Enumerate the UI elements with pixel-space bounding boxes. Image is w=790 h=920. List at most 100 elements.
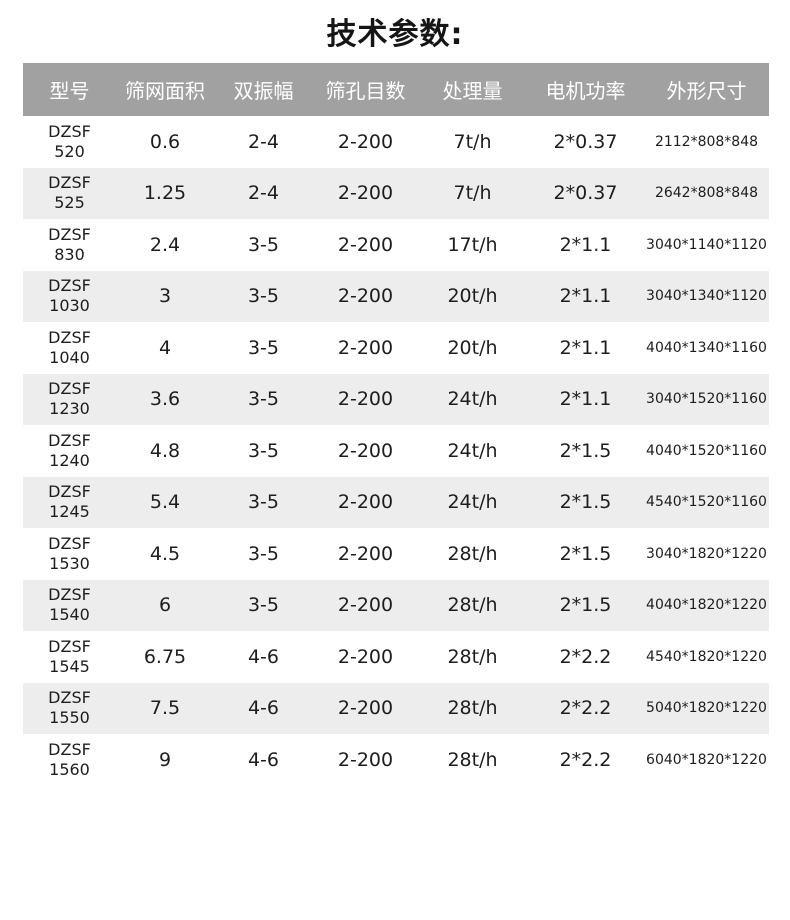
mesh-count-cell: 2-200 [313,373,418,425]
model-cell: DZSF 1240 [23,425,116,477]
model-label: DZSF 1540 [48,585,91,625]
table-row: DZSF 1230 3.6 3-5 2-200 24t/h 2*1.1 3040… [23,373,769,425]
dimensions-cell: 4040*1520*1160 [644,425,769,477]
amplitude-cell: 4-6 [214,682,313,734]
dimensions-cell: 3040*1140*1120 [644,219,769,271]
table-row: DZSF 830 2.4 3-5 2-200 17t/h 2*1.1 3040*… [23,219,769,271]
mesh-count-cell: 2-200 [313,682,418,734]
column-header: 电机功率 [527,63,644,116]
model-cell: DZSF 1030 [23,270,116,322]
table-row: DZSF 1560 9 4-6 2-200 28t/h 2*2.2 6040*1… [23,734,769,786]
amplitude-cell: 2-4 [214,167,313,219]
mesh-count-cell: 2-200 [313,631,418,683]
mesh-count-cell: 2-200 [313,579,418,631]
model-cell: DZSF 1040 [23,322,116,374]
motor-power-cell: 2*1.5 [527,425,644,477]
model-cell: DZSF 1530 [23,528,116,580]
amplitude-cell: 3-5 [214,219,313,271]
table-row: DZSF 1240 4.8 3-5 2-200 24t/h 2*1.5 4040… [23,425,769,477]
screen-area-cell: 3.6 [116,373,214,425]
dimensions-cell: 2112*808*848 [644,116,769,168]
model-label: DZSF 1560 [48,739,91,779]
screen-area-cell: 2.4 [116,219,214,271]
model-cell: DZSF 525 [23,167,116,219]
model-label: DZSF 1530 [48,533,91,573]
column-header: 处理量 [418,63,527,116]
table-head: 型号 筛网面积 双振幅 筛孔目数 处理量 电机功率 外形尺寸 [23,63,769,116]
screen-area-cell: 5.4 [116,476,214,528]
screen-area-cell: 7.5 [116,682,214,734]
model-cell: DZSF 1245 [23,476,116,528]
table-header-row: 型号 筛网面积 双振幅 筛孔目数 处理量 电机功率 外形尺寸 [23,63,769,116]
amplitude-cell: 3-5 [214,373,313,425]
dimensions-cell: 6040*1820*1220 [644,734,769,786]
model-cell: DZSF 1540 [23,579,116,631]
table-row: DZSF 520 0.6 2-4 2-200 7t/h 2*0.37 2112*… [23,116,769,168]
motor-power-cell: 2*2.2 [527,682,644,734]
capacity-cell: 24t/h [418,425,527,477]
screen-area-cell: 4 [116,322,214,374]
motor-power-cell: 2*2.2 [527,631,644,683]
column-header: 双振幅 [214,63,313,116]
motor-power-cell: 2*1.1 [527,270,644,322]
mesh-count-cell: 2-200 [313,270,418,322]
dimensions-cell: 3040*1520*1160 [644,373,769,425]
model-cell: DZSF 1545 [23,631,116,683]
amplitude-cell: 4-6 [214,631,313,683]
table-row: DZSF 1540 6 3-5 2-200 28t/h 2*1.5 4040*1… [23,579,769,631]
mesh-count-cell: 2-200 [313,322,418,374]
amplitude-cell: 3-5 [214,322,313,374]
capacity-cell: 20t/h [418,322,527,374]
model-label: DZSF 1545 [48,636,91,676]
screen-area-cell: 3 [116,270,214,322]
amplitude-cell: 3-5 [214,579,313,631]
dimensions-cell: 3040*1340*1120 [644,270,769,322]
screen-area-cell: 4.8 [116,425,214,477]
capacity-cell: 7t/h [418,116,527,168]
mesh-count-cell: 2-200 [313,734,418,786]
table-row: DZSF 1040 4 3-5 2-200 20t/h 2*1.1 4040*1… [23,322,769,374]
motor-power-cell: 2*2.2 [527,734,644,786]
motor-power-cell: 2*1.1 [527,219,644,271]
model-label: DZSF 1550 [48,688,91,728]
screen-area-cell: 0.6 [116,116,214,168]
capacity-cell: 28t/h [418,579,527,631]
capacity-cell: 28t/h [418,528,527,580]
specs-table: 型号 筛网面积 双振幅 筛孔目数 处理量 电机功率 外形尺寸 DZSF 520 0.6 2-… [23,63,769,786]
model-cell: DZSF 1560 [23,734,116,786]
motor-power-cell: 2*1.5 [527,528,644,580]
capacity-cell: 28t/h [418,682,527,734]
model-label: DZSF 1030 [48,276,91,316]
model-label: DZSF 830 [48,224,91,264]
table-row: DZSF 1550 7.5 4-6 2-200 28t/h 2*2.2 5040… [23,682,769,734]
dimensions-cell: 4540*1520*1160 [644,476,769,528]
model-label: DZSF 1040 [48,327,91,367]
motor-power-cell: 2*1.1 [527,373,644,425]
mesh-count-cell: 2-200 [313,116,418,168]
amplitude-cell: 4-6 [214,734,313,786]
table-row: DZSF 1245 5.4 3-5 2-200 24t/h 2*1.5 4540… [23,476,769,528]
mesh-count-cell: 2-200 [313,476,418,528]
amplitude-cell: 2-4 [214,116,313,168]
page-title: 技术参数: [326,17,464,52]
table-body: DZSF 520 0.6 2-4 2-200 7t/h 2*0.37 2112*… [23,116,769,786]
model-cell: DZSF 1230 [23,373,116,425]
mesh-count-cell: 2-200 [313,425,418,477]
capacity-cell: 28t/h [418,734,527,786]
model-cell: DZSF 1550 [23,682,116,734]
screen-area-cell: 1.25 [116,167,214,219]
model-label: DZSF 525 [48,173,91,213]
motor-power-cell: 2*0.37 [527,116,644,168]
screen-area-cell: 6 [116,579,214,631]
model-cell: DZSF 520 [23,116,116,168]
model-label: DZSF 1230 [48,379,91,419]
mesh-count-cell: 2-200 [313,167,418,219]
table-row: DZSF 1545 6.75 4-6 2-200 28t/h 2*2.2 454… [23,631,769,683]
capacity-cell: 28t/h [418,631,527,683]
screen-area-cell: 4.5 [116,528,214,580]
model-label: DZSF 1240 [48,430,91,470]
motor-power-cell: 2*0.37 [527,167,644,219]
motor-power-cell: 2*1.5 [527,476,644,528]
mesh-count-cell: 2-200 [313,528,418,580]
